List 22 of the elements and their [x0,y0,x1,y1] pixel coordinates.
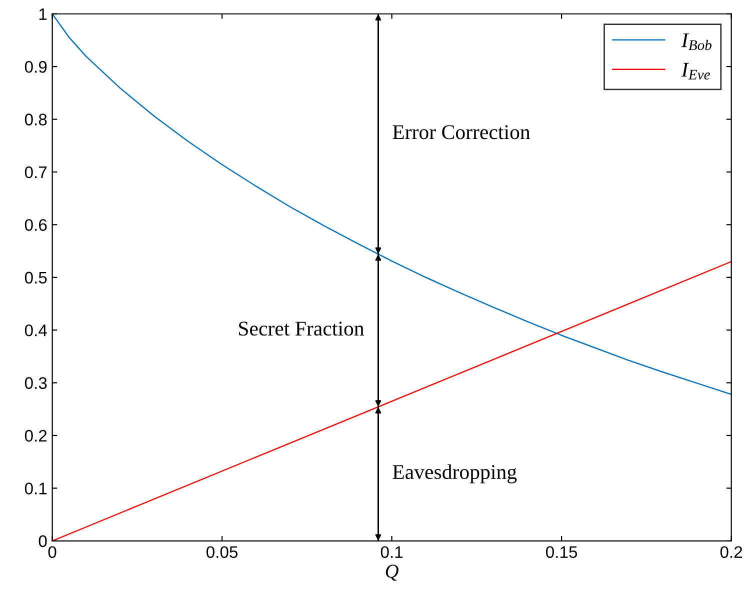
y-tick-label: 0.3 [24,377,47,389]
legend-label: I$_{Bob}$ [681,33,712,50]
y-tick-label: 0.6 [24,219,47,231]
y-tick-label: 0.7 [24,166,47,178]
annotation: Error Correction [392,125,530,140]
y-tick-label: 0.8 [24,114,47,126]
legend-label: I$_{Eve}$ [681,62,710,80]
x-tick-label: 0 [48,546,56,558]
annotation: Eavesdropping [392,464,517,484]
y-tick-label: 0.9 [24,60,47,73]
x-tick-label: 0.05 [206,546,238,558]
x-axis-title: Q [386,564,398,581]
x-tick-label: 0.15 [546,546,578,558]
x-tick-label: 0.1 [380,546,403,558]
y-tick-label: 0.5 [24,272,47,284]
y-tick-label: 0 [38,535,47,548]
y-tick-label: 0.4 [24,324,47,336]
y-tick-label: 1 [39,8,47,20]
x-tick-label: 0.2 [720,546,742,558]
annotation: Secret Fraction [239,322,364,336]
y-tick-label: 0.1 [24,482,47,494]
y-tick-label: 0.2 [24,430,47,442]
